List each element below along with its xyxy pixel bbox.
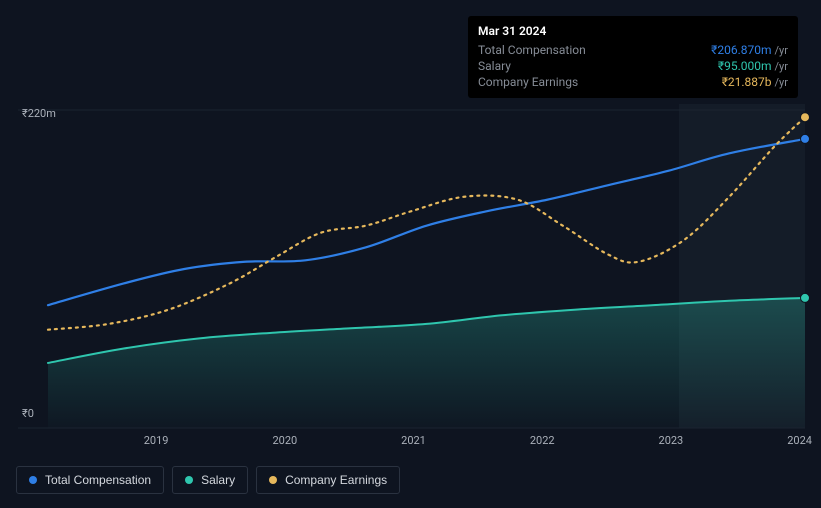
- y-axis-tick-min: ₹0: [22, 407, 34, 420]
- legend-item-label: Salary: [201, 473, 235, 487]
- tooltip-row-value: ₹206.870m/yr: [711, 43, 788, 57]
- tooltip-row-label: Total Compensation: [478, 43, 586, 57]
- legend-dot-icon: [269, 476, 277, 484]
- tooltip-date: Mar 31 2024: [478, 24, 788, 38]
- x-axis-tick: 2024: [787, 434, 812, 447]
- tooltip-row-value: ₹21.887b/yr: [722, 75, 788, 89]
- compensation-chart: ₹220m ₹0 2019 2020 2021 2022 2023 2024 Mar 31…: [0, 0, 821, 508]
- x-axis-tick: 2020: [272, 434, 297, 447]
- tooltip-row-value: ₹95.000m/yr: [718, 59, 788, 73]
- legend-item[interactable]: Total Compensation: [16, 466, 164, 494]
- legend-dot-icon: [29, 476, 37, 484]
- tooltip-row: Total Compensation ₹206.870m/yr: [478, 42, 788, 58]
- y-axis-tick-max: ₹220m: [22, 107, 56, 120]
- tooltip-row: Salary ₹95.000m/yr: [478, 58, 788, 74]
- legend-dot-icon: [185, 476, 193, 484]
- legend-item-label: Total Compensation: [45, 473, 151, 487]
- tooltip-row-label: Company Earnings: [478, 75, 578, 89]
- tooltip-row: Company Earnings ₹21.887b/yr: [478, 74, 788, 90]
- chart-tooltip: Mar 31 2024 Total Compensation ₹206.870m/…: [468, 16, 798, 98]
- legend-item[interactable]: Company Earnings: [256, 466, 400, 494]
- legend-item-label: Company Earnings: [285, 473, 387, 487]
- tooltip-row-label: Salary: [478, 59, 511, 73]
- chart-legend: Total Compensation Salary Company Earnings: [16, 466, 400, 494]
- legend-item[interactable]: Salary: [172, 466, 248, 494]
- x-axis-tick: 2022: [530, 434, 555, 447]
- x-axis-tick: 2023: [659, 434, 684, 447]
- x-axis-tick: 2021: [401, 434, 426, 447]
- x-axis-tick: 2019: [144, 434, 169, 447]
